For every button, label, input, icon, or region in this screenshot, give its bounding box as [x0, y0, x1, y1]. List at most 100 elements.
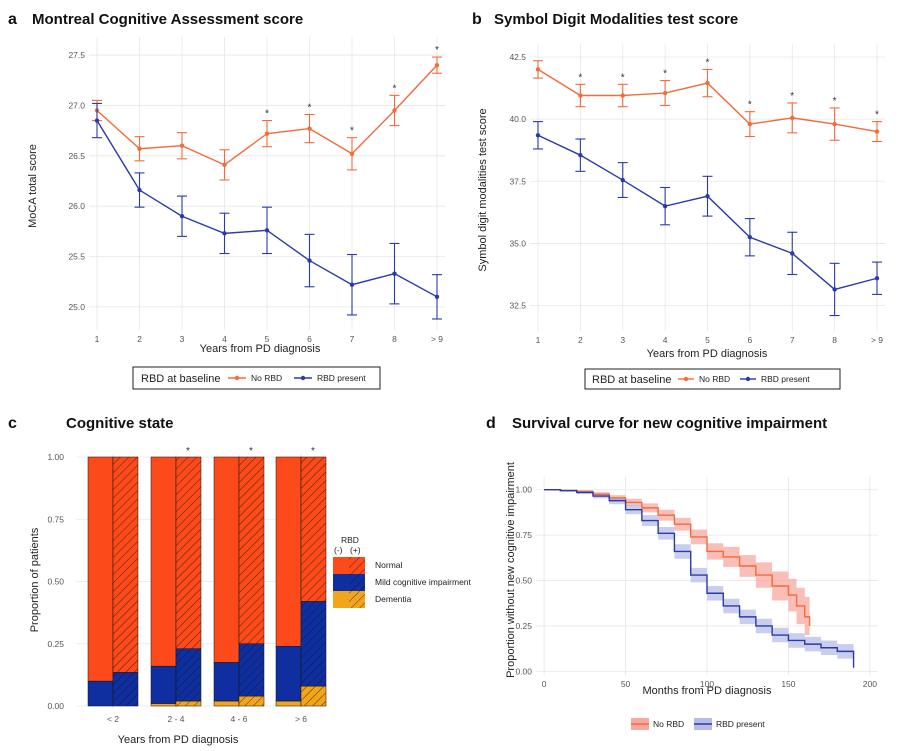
panel-b-xlabel: Years from PD diagnosis — [647, 348, 768, 360]
bar-segment — [213, 700, 240, 707]
y-tick-label: 27.0 — [68, 100, 85, 110]
data-point — [535, 133, 541, 138]
panel-a-legend-norbd-marker — [234, 375, 240, 381]
significance-star: * — [875, 110, 879, 121]
data-point — [790, 251, 795, 256]
legend-dementia-neg-swatch — [333, 591, 349, 608]
panel-d-title: Survival curve for new cognitive impairm… — [512, 415, 827, 432]
bar-segment-hatch — [176, 457, 201, 649]
significance-star: * — [249, 446, 253, 457]
panel-b-legend-rbd-marker — [745, 376, 751, 382]
legend-dementia-pos-hatch — [349, 591, 365, 608]
legend-dementia-label: Dementia — [375, 594, 412, 604]
panel-a-xlabel: Years from PD diagnosis — [200, 343, 321, 355]
y-tick-label: 0.25 — [47, 639, 64, 649]
panel-b-title: Symbol Digit Modalities test score — [494, 11, 738, 28]
data-point — [662, 203, 668, 209]
data-point — [307, 126, 312, 131]
y-tick-label: 1.00 — [47, 452, 64, 462]
significance-star: * — [186, 446, 190, 457]
panel-c-legend-pos: (+) — [350, 545, 361, 555]
panel-c-cognitive-state: c Cognitive state Proportion of patients… — [8, 415, 327, 746]
panel-c-plot: 0.00 0.25 0.50 0.75 1.00 < 2 2 - 4 * 4 - 6 * > 6 * — [47, 446, 327, 724]
panel-a-plot: 25.0 25.5 26.0 26.5 27.0 27.5 1 2 3 4 5 6 7 8 > 9 * * * * * — [68, 37, 445, 344]
significance-star: * — [578, 72, 582, 83]
bar-segment — [87, 680, 114, 707]
data-point — [392, 271, 397, 276]
legend-normal-pos-hatch — [349, 557, 365, 574]
panel-b-plot: 32.5 35.0 37.5 40.0 42.5 1 2 3 4 5 6 7 8 > 9 * * * * * * * * — [509, 44, 885, 345]
panel-c-legend-title: RBD — [341, 535, 359, 545]
panel-a-moca: a Montreal Cognitive Assessment score Mo… — [8, 11, 445, 355]
panel-c-xlabel: Years from PD diagnosis — [118, 734, 239, 746]
y-tick-label: 42.5 — [509, 52, 526, 62]
legend-mci-pos-hatch — [349, 574, 365, 591]
data-point — [747, 121, 753, 127]
significance-star: * — [350, 126, 354, 137]
y-tick-label: 1.00 — [515, 485, 532, 495]
data-point — [578, 93, 583, 98]
data-point — [620, 177, 625, 183]
x-tick-label: 4 - 6 — [230, 714, 247, 724]
x-tick-label: 6 — [748, 335, 753, 345]
x-tick-label: 200 — [863, 679, 877, 689]
bar-segment — [87, 456, 114, 682]
panel-a-ylabel: MoCA total score — [27, 144, 39, 228]
data-point — [832, 287, 837, 292]
panel-a-legend-title: RBD at baseline — [141, 373, 221, 385]
x-tick-label: 3 — [180, 334, 185, 344]
y-tick-label: 0.75 — [515, 530, 532, 540]
panel-d-survival: d Survival curve for new cognitive impai… — [486, 415, 878, 697]
x-tick-label: 8 — [832, 335, 837, 345]
x-tick-label: 2 — [137, 334, 142, 344]
data-point — [874, 276, 880, 281]
significance-star: * — [393, 83, 397, 94]
bar-segment — [275, 456, 302, 647]
panel-d-letter: d — [486, 415, 496, 432]
y-tick-label: 0.50 — [47, 577, 64, 587]
data-point — [392, 108, 397, 113]
data-point — [222, 162, 227, 168]
panel-b-legend-norbd-marker — [683, 376, 689, 382]
x-tick-label: < 2 — [107, 714, 119, 724]
panel-a-title: Montreal Cognitive Assessment score — [32, 11, 303, 28]
bar-segment-hatch — [176, 648, 201, 702]
x-tick-label: 5 — [705, 335, 710, 345]
bar-segment — [150, 703, 177, 707]
y-tick-label: 0.50 — [515, 576, 532, 586]
panel-d-legend: No RBD RBD present — [631, 718, 765, 730]
panel-b-ylabel: Symbol digit modalities test score — [477, 108, 489, 271]
x-tick-label: 1 — [95, 334, 100, 344]
data-point — [179, 143, 185, 148]
x-tick-label: 5 — [265, 334, 270, 344]
x-tick-label: 150 — [781, 679, 795, 689]
ci-band-rbd — [544, 489, 854, 672]
bar-segment — [213, 662, 240, 702]
data-point — [264, 131, 270, 136]
panel-b-letter: b — [472, 11, 482, 28]
panel-d-legend-rbd-label: RBD present — [716, 719, 765, 729]
data-point — [137, 187, 142, 193]
bar-segment-hatch — [301, 601, 326, 687]
significance-star: * — [706, 57, 710, 68]
data-point — [747, 235, 753, 240]
y-tick-label: 40.0 — [509, 114, 526, 124]
y-tick-label: 0.75 — [47, 514, 64, 524]
y-tick-label: 26.5 — [68, 151, 85, 161]
bar-segment — [213, 456, 240, 663]
panel-c-ylabel: Proportion of patients — [29, 527, 41, 632]
panel-c-legend-neg: (-) — [334, 545, 343, 555]
legend-normal-label: Normal — [375, 560, 403, 570]
y-tick-label: 32.5 — [509, 301, 526, 311]
significance-star: * — [748, 100, 752, 111]
panel-b-legend-title: RBD at baseline — [592, 374, 672, 386]
panel-c-title: Cognitive state — [66, 415, 174, 432]
y-tick-label: 37.5 — [509, 176, 526, 186]
x-tick-label: 7 — [790, 335, 795, 345]
y-tick-label: 27.5 — [68, 50, 85, 60]
significance-star: * — [790, 91, 794, 102]
significance-star: * — [833, 96, 837, 107]
panel-c-letter: c — [8, 415, 17, 432]
legend-mci-label: Mild cognitive impairment — [375, 577, 472, 587]
significance-star: * — [308, 103, 312, 114]
